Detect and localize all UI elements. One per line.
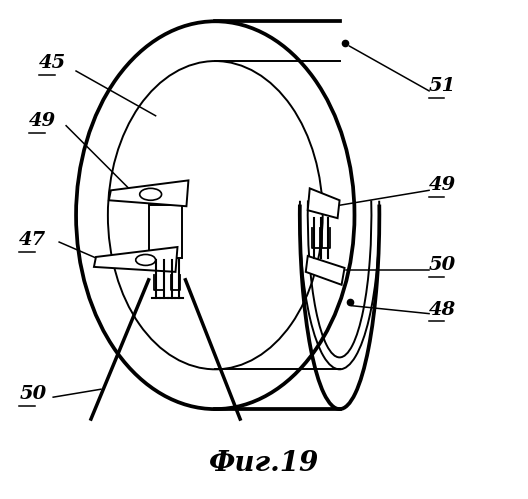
Polygon shape: [109, 180, 188, 206]
Text: Фиг.19: Фиг.19: [209, 450, 319, 478]
Polygon shape: [306, 256, 345, 285]
Text: 47: 47: [20, 231, 46, 249]
Text: 48: 48: [429, 301, 456, 319]
Text: 45: 45: [39, 54, 67, 72]
Text: 50: 50: [20, 385, 46, 403]
Text: 50: 50: [429, 256, 456, 274]
Polygon shape: [94, 247, 177, 272]
Polygon shape: [308, 188, 340, 218]
Polygon shape: [149, 205, 183, 258]
Text: 51: 51: [429, 77, 456, 95]
Text: 49: 49: [30, 112, 56, 130]
Text: 49: 49: [429, 176, 456, 194]
